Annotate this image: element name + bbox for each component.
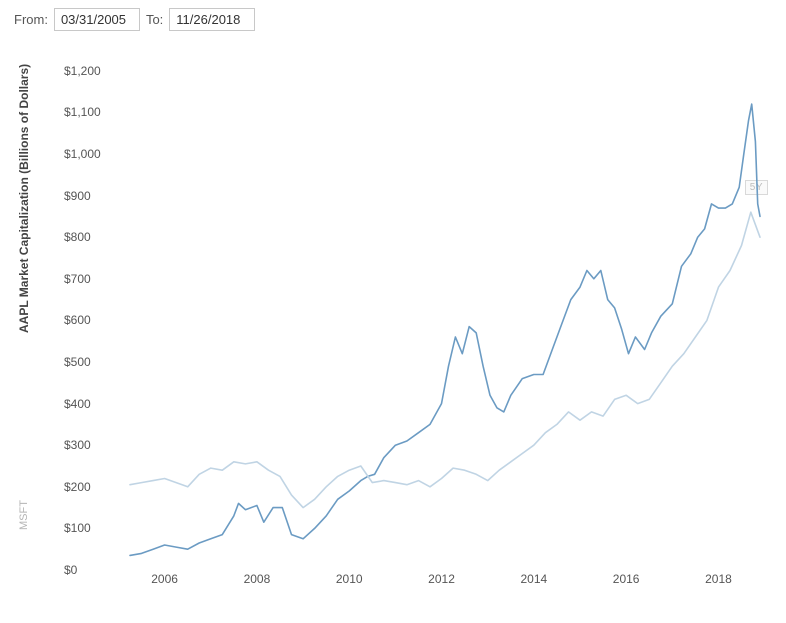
chart-container: AAPL Market Capitalization (Billions of … xyxy=(0,42,786,623)
y-tick-label: $500 xyxy=(60,355,120,369)
from-label: From: xyxy=(14,12,48,27)
y-tick-label: $900 xyxy=(60,189,120,203)
x-tick-label: 2018 xyxy=(705,572,732,597)
y-tick-label: $400 xyxy=(60,397,120,411)
series-line-msft xyxy=(130,212,760,507)
y-tick-label: $200 xyxy=(60,480,120,494)
y-tick-label: $800 xyxy=(60,230,120,244)
date-range-bar: From: To: xyxy=(14,8,255,31)
y-tick-label: $300 xyxy=(60,438,120,452)
from-date-input[interactable] xyxy=(54,8,140,31)
series-line-aapl xyxy=(130,104,760,555)
to-date-input[interactable] xyxy=(169,8,255,31)
chart-svg xyxy=(60,50,770,595)
x-tick-label: 2014 xyxy=(520,572,547,597)
y-tick-label: $1,000 xyxy=(60,147,120,161)
y-tick-label: $1,100 xyxy=(60,105,120,119)
x-tick-label: 2010 xyxy=(336,572,363,597)
y-tick-label: $1,200 xyxy=(60,64,120,78)
y-axis-title-secondary: MSFT xyxy=(18,500,30,530)
x-tick-label: 2016 xyxy=(613,572,640,597)
y-tick-label: $700 xyxy=(60,272,120,286)
x-tick-label: 2006 xyxy=(151,572,178,597)
x-tick-label: 2008 xyxy=(244,572,271,597)
to-label: To: xyxy=(146,12,163,27)
x-tick-label: 2012 xyxy=(428,572,455,597)
y-tick-label: $600 xyxy=(60,313,120,327)
plot-area: $0 $100 $200 $300 $400 $500 $600 $700 $800 $900 $1… xyxy=(60,50,770,595)
y-tick-label: $100 xyxy=(60,521,120,535)
y-tick-label: $0 xyxy=(60,563,120,577)
y-axis-title-primary: AAPL Market Capitalization (Billions of … xyxy=(17,63,31,332)
